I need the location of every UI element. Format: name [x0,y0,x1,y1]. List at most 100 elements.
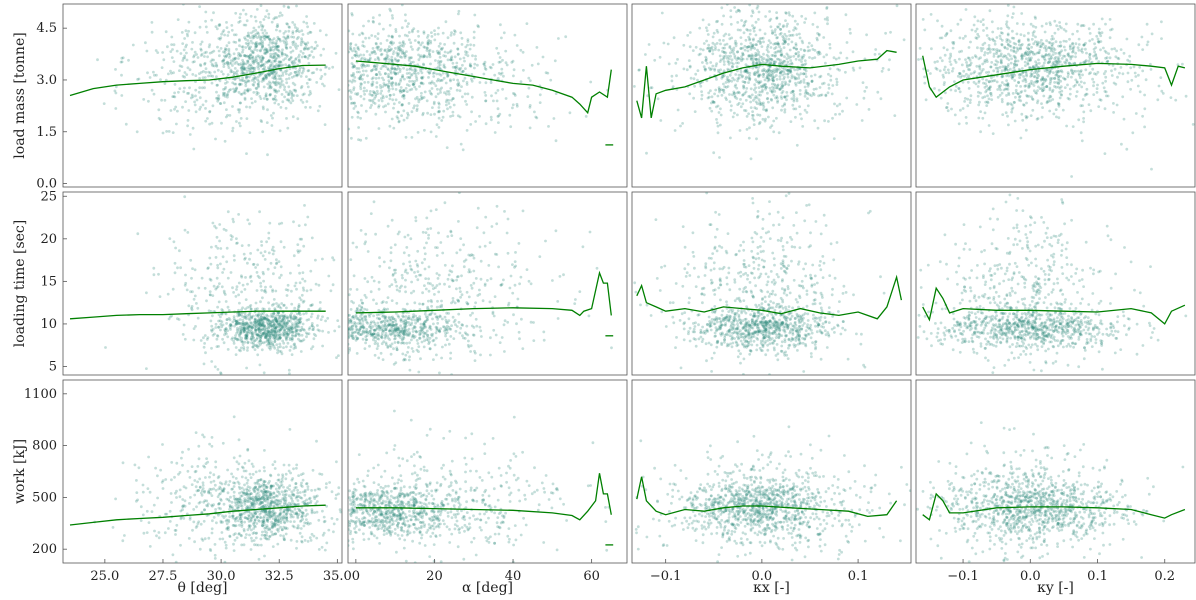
scatter-point [969,72,973,76]
scatter-point [302,338,306,342]
scatter-point [211,221,215,225]
scatter-point [983,86,987,89]
scatter-point [240,275,244,279]
scatter-point [301,300,305,304]
scatter-point [977,57,981,61]
scatter-point [473,13,477,17]
scatter-point [784,68,788,72]
scatter-point [1082,61,1085,64]
scatter-point [707,91,711,95]
scatter-point [753,54,757,57]
scatter-point [272,64,275,68]
scatter-point [977,79,981,83]
scatter-point [1044,49,1048,53]
scatter-point [1045,100,1049,104]
scatter-point [1081,24,1084,27]
scatter-point [779,95,783,98]
scatter-point [441,115,445,119]
scatter-point [337,325,341,329]
scatter-point [554,139,558,143]
scatter-point [711,48,715,52]
scatter-point [254,86,258,90]
scatter-point [275,16,279,19]
scatter-point [282,304,286,307]
scatter-point [285,47,289,50]
scatter-point [215,27,219,31]
scatter-point [776,99,780,103]
scatter-point [1027,43,1030,47]
scatter-point [1114,82,1118,86]
scatter-point [348,29,351,33]
scatter-point [1027,86,1031,89]
scatter-point [269,328,273,332]
scatter-point [235,288,238,291]
scatter-point [753,106,757,110]
scatter-point [1105,94,1108,98]
scatter-point [374,112,378,116]
scatter-point [261,105,265,109]
scatter-point [274,289,278,293]
scatter-point [437,72,441,76]
scatter-point [1031,65,1035,68]
scatter-point [741,93,744,97]
scatter-point [990,98,994,101]
scatter-point [250,315,254,319]
scatter-point [269,48,273,52]
scatter-point [1099,98,1103,102]
scatter-point [228,326,232,330]
scatter-point [400,114,403,117]
scatter-point [727,33,731,37]
scatter-point [436,87,439,91]
scatter-point [166,45,169,49]
scatter-point [750,44,754,47]
scatter-point [336,319,340,322]
scatter-point [231,336,235,340]
scatter-point [408,76,412,80]
scatter-point [929,13,933,16]
scatter-point [274,41,278,45]
scatter-point [396,59,399,63]
scatter-point [194,74,198,77]
scatter-point [1044,53,1048,56]
scatter-point [251,51,255,55]
scatter-point [965,61,968,64]
scatter-point [938,36,942,40]
scatter-point [272,334,276,337]
scatter-point [388,7,392,11]
scatter-point [972,80,976,84]
scatter-point [240,72,244,76]
scatter-point [224,229,228,232]
scatter-point [1000,61,1003,65]
scatter-point [833,102,836,106]
scatter-point [266,338,269,342]
scatter-point [400,90,404,94]
scatter-point [297,55,300,59]
scatter-point [501,87,504,91]
scatter-point [265,50,268,54]
scatter-point [387,89,391,93]
scatter-point [1027,84,1030,88]
scatter-point [273,329,276,333]
scatter-point [666,42,670,46]
scatter-point [760,58,764,62]
scatter-point [271,45,275,48]
scatter-point [288,67,292,71]
scatter-point [253,348,257,351]
scatter-point [259,328,263,331]
scatter-point [398,48,402,52]
scatter-point [453,65,457,69]
scatter-point [287,85,291,89]
scatter-point [496,77,500,80]
scatter-point [838,68,841,72]
scatter-point [801,55,805,59]
scatter-point [396,48,400,52]
scatter-point [321,315,324,319]
scatter-point [370,69,374,72]
scatter-point [178,69,181,72]
scatter-point [706,33,710,36]
scatter-point [945,32,949,36]
scatter-point [765,48,769,52]
scatter-point [929,72,932,75]
scatter-point [831,84,835,87]
scatter-point [273,52,277,55]
